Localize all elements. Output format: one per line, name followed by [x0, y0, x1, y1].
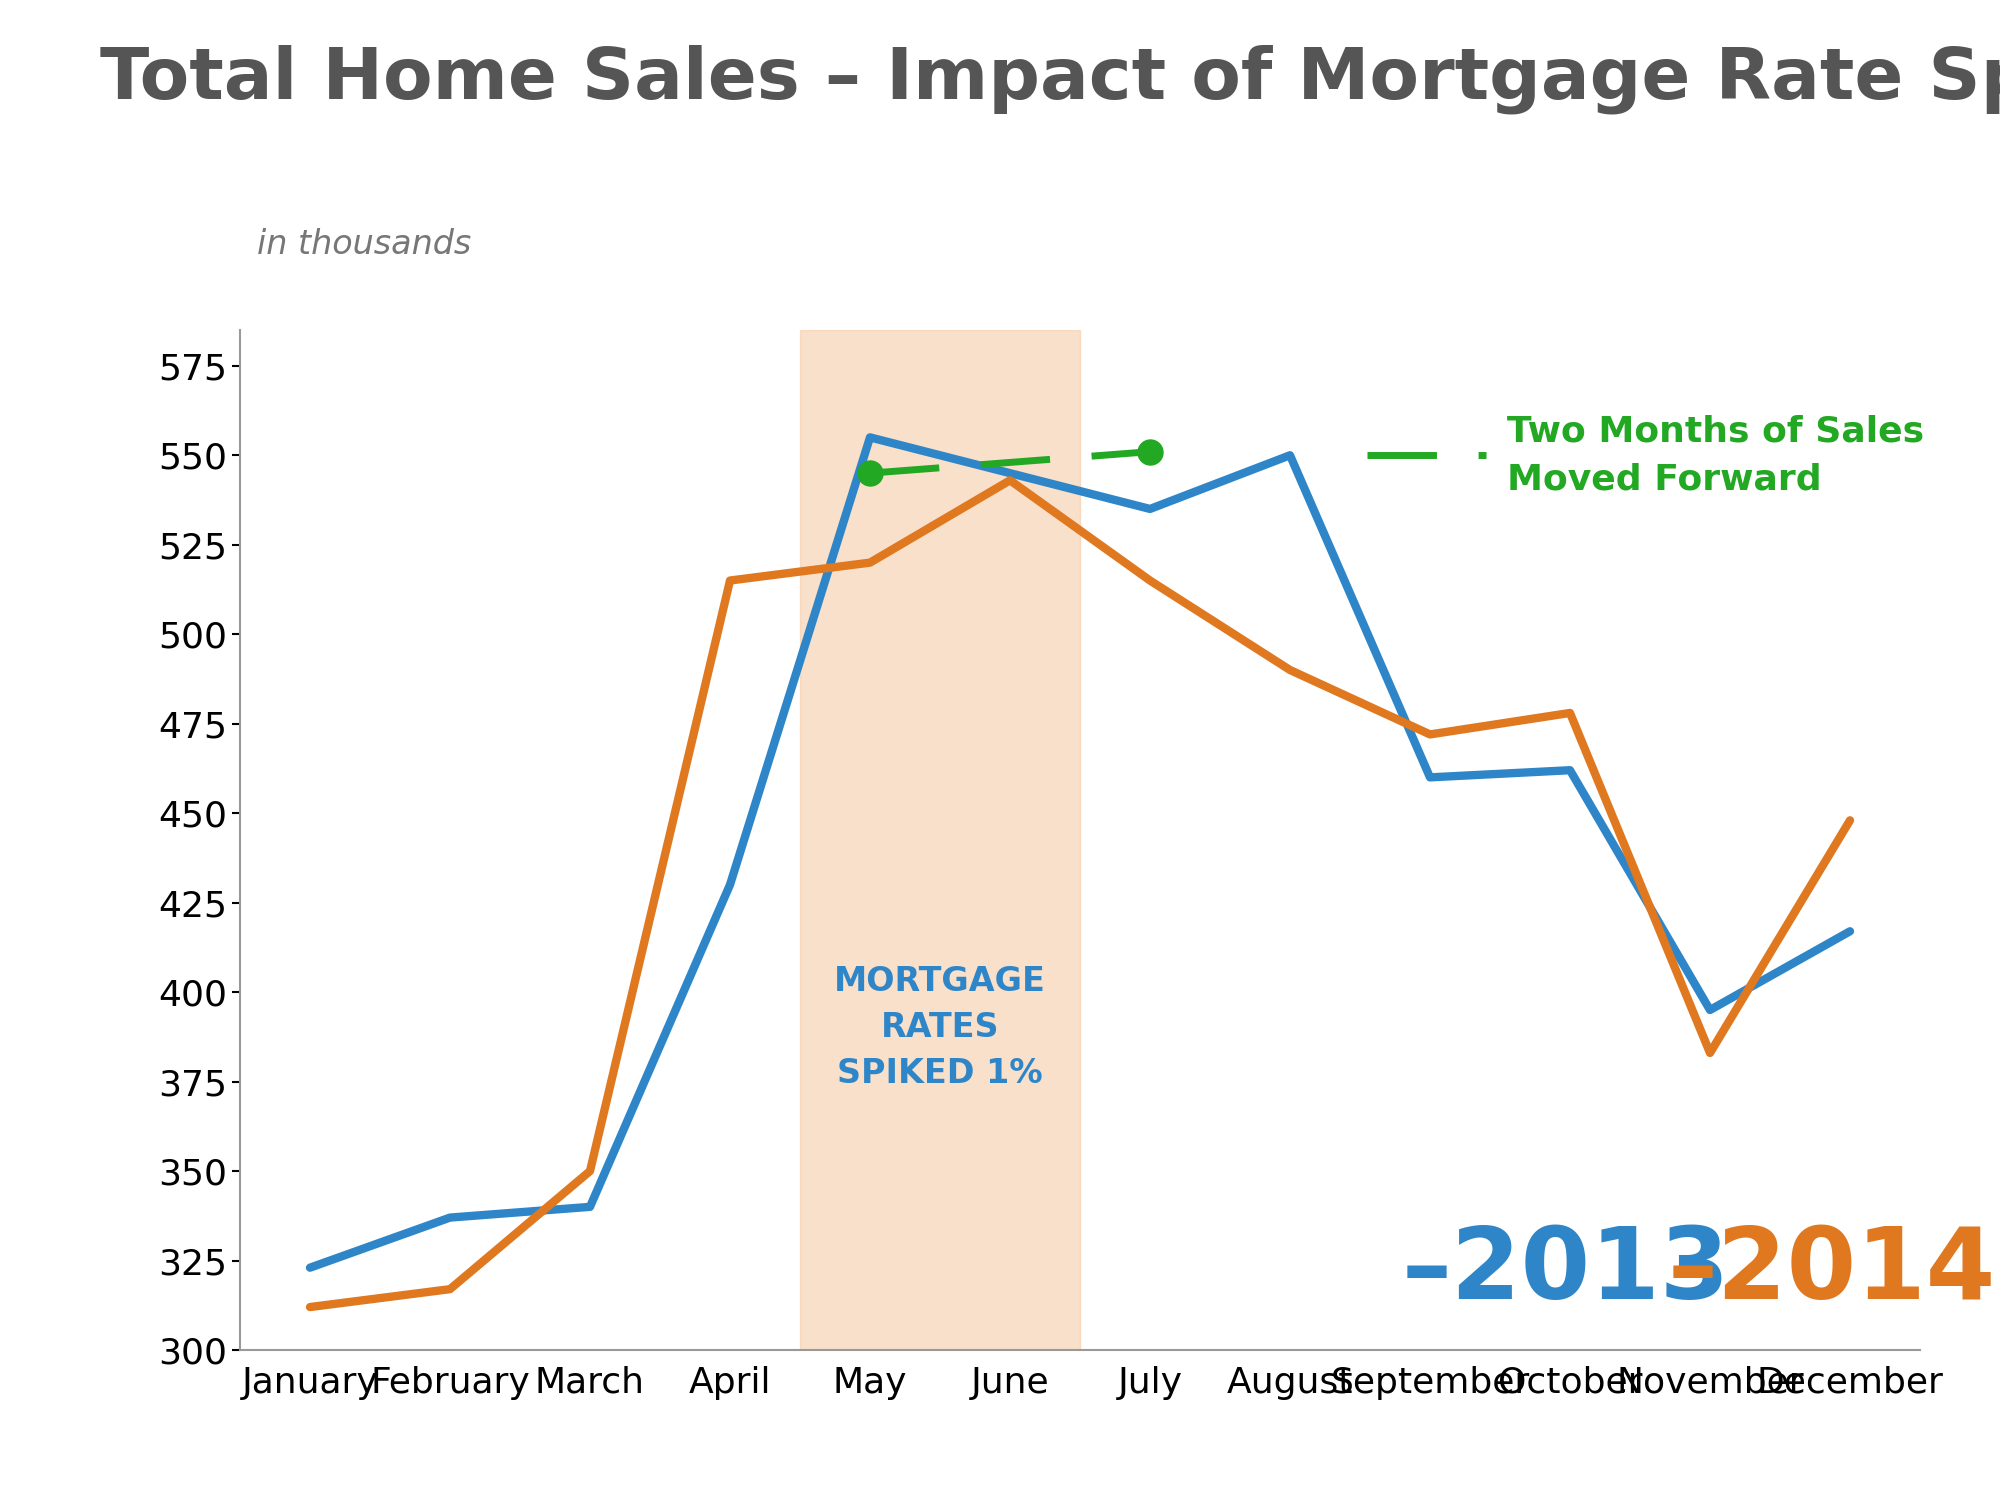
Text: MORTGAGE
RATES
SPIKED 1%: MORTGAGE RATES SPIKED 1%: [834, 966, 1046, 1090]
Text: –2013: –2013: [1402, 1222, 1730, 1320]
Bar: [800, 330, 1080, 1350]
Text: Two Months of Sales
Moved Forward: Two Months of Sales Moved Forward: [1508, 414, 1924, 497]
Text: in thousands: in thousands: [256, 228, 472, 261]
Text: –2014: –2014: [1668, 1222, 1996, 1320]
Text: Total Home Sales – Impact of Mortgage Rate Spike: Total Home Sales – Impact of Mortgage Ra…: [100, 45, 2000, 114]
